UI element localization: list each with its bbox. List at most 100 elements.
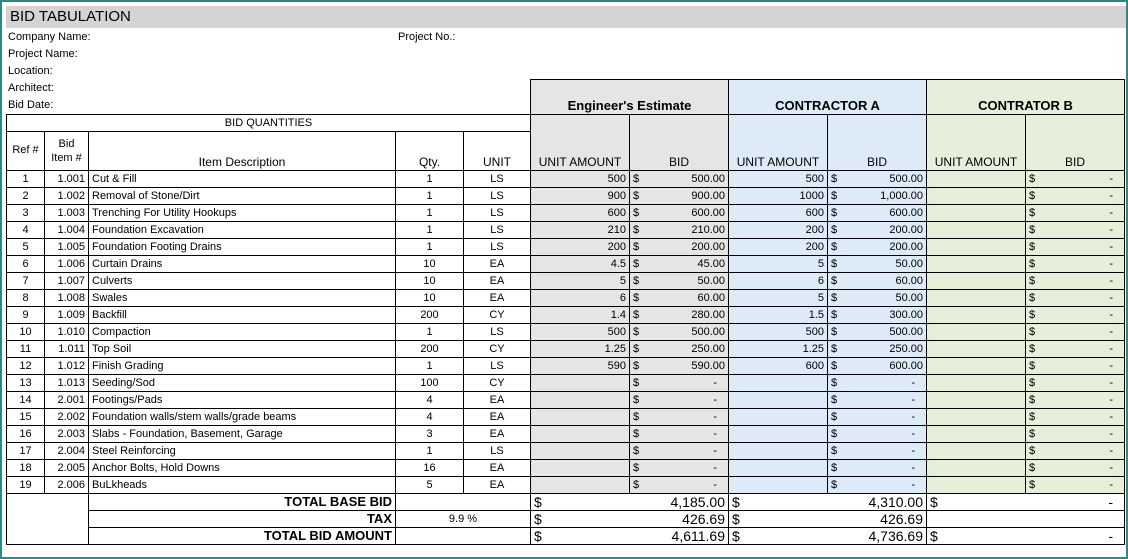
contractor-a-total-bid-amount: 4,736.69 <box>868 527 924 544</box>
contractor-b-unit-amount-cell <box>926 424 1026 443</box>
bid-item-cell: 2.004 <box>44 441 89 460</box>
bid-item-cell: 1.004 <box>44 220 89 239</box>
bid-value: - <box>1109 410 1113 423</box>
currency-symbol: $ <box>633 376 640 389</box>
contractor-b-bid-cell: $ - <box>1025 203 1125 222</box>
engineer-unit-amount-cell: 590 <box>530 356 630 375</box>
bid-value: - <box>1109 444 1113 457</box>
bid-item-cell: 2.005 <box>44 458 89 477</box>
currency-symbol: $ <box>1029 478 1036 491</box>
unit-cell: EA <box>463 475 531 494</box>
engineer-bid-cell: $280.00 <box>629 305 729 324</box>
contractor-a-header: CONTRACTOR A <box>728 79 927 115</box>
bid-quantities-header: BID QUANTITIES <box>6 113 531 132</box>
currency-symbol: $ <box>633 240 640 253</box>
contractor-b-bid-cell: $ - <box>1025 458 1125 477</box>
contractor-b-unit-amount-cell <box>926 322 1026 341</box>
contractor-b-unit-amount-cell <box>926 458 1026 477</box>
contractor-b-unit-amount-cell <box>926 203 1026 222</box>
bid-item-cell: 2.001 <box>44 390 89 409</box>
bid-value: 210.00 <box>691 223 725 236</box>
currency-symbol: $ <box>633 308 640 321</box>
bid-value: - <box>911 478 915 491</box>
bid-value: - <box>1109 461 1113 474</box>
engineer-unit-amount-cell: 200 <box>530 237 630 256</box>
currency-symbol: $ <box>633 410 640 423</box>
contractor-a-unit-amount-cell: 600 <box>728 203 828 222</box>
contractor-a-bid-cell: $ - <box>827 475 927 494</box>
bid-value: - <box>1109 308 1113 321</box>
currency-symbol: $ <box>831 308 838 321</box>
contractor-b-header: CONTRATOR B <box>926 79 1125 115</box>
unit-cell: EA <box>463 424 531 443</box>
bid-value: - <box>713 427 717 440</box>
bid-value: - <box>713 376 717 389</box>
qty-header: Qty. <box>395 130 464 171</box>
table-row: 10 1.010 Compaction 1 LS 500 $500.00 500 $500.00… <box>6 322 1125 341</box>
unit-cell: CY <box>463 373 531 392</box>
currency-symbol: $ <box>1029 189 1036 202</box>
item-description-cell: Compaction <box>88 322 396 341</box>
contractor-b-unit-amount-cell <box>926 186 1026 205</box>
bid-item-cell: 1.011 <box>44 339 89 358</box>
engineer-base-currency: $ <box>534 493 542 510</box>
bid-value: 250.00 <box>889 342 923 355</box>
engineer-bid-cell: $500.00 <box>629 169 729 188</box>
bid-item-cell: 1.002 <box>44 186 89 205</box>
ref-cell: 8 <box>6 288 45 307</box>
table-row: 19 2.006 BuLkheads 5 EA $ - $ - $ - <box>6 475 1125 494</box>
bid-item-cell: 2.003 <box>44 424 89 443</box>
contractor-b-bid-cell: $ - <box>1025 390 1125 409</box>
unit-cell: CY <box>463 339 531 358</box>
ref-cell: 1 <box>6 169 45 188</box>
engineer-bid-cell: $ - <box>629 458 729 477</box>
qty-cell: 1 <box>395 237 464 256</box>
bid-item-cell: 1.009 <box>44 305 89 324</box>
currency-symbol: $ <box>1029 427 1036 440</box>
bid-value: - <box>1109 189 1113 202</box>
engineer-unit-amount-cell: 900 <box>530 186 630 205</box>
contractor-b-bid-cell: $ - <box>1025 407 1125 426</box>
bid-value: - <box>1109 342 1113 355</box>
qty-cell: 1 <box>395 220 464 239</box>
unit-cell: EA <box>463 458 531 477</box>
bid-value: 590.00 <box>691 359 725 372</box>
bid-value: - <box>713 478 717 491</box>
contractor-a-unit-amount-cell: 5 <box>728 254 828 273</box>
currency-symbol: $ <box>1029 240 1036 253</box>
bid-value: - <box>911 393 915 406</box>
currency-symbol: $ <box>633 359 640 372</box>
bid-value: 45.00 <box>697 257 725 270</box>
bid-item-cell: 1.001 <box>44 169 89 188</box>
currency-symbol: $ <box>1029 308 1036 321</box>
contractor-a-bid-cell: $1,000.00 <box>827 186 927 205</box>
engineer-bid-cell: $590.00 <box>629 356 729 375</box>
engineer-unit-amount-cell <box>530 458 630 477</box>
bid-value: 900.00 <box>691 189 725 202</box>
bid-value: 250.00 <box>691 342 725 355</box>
contractor-b-total-currency: $ <box>930 527 938 544</box>
bid-value: 200.00 <box>889 240 923 253</box>
currency-symbol: $ <box>831 206 838 219</box>
contractor-a-tax: 426.69 <box>880 510 923 527</box>
item-description-header: Item Description <box>88 130 396 171</box>
bid-item-cell: 1.005 <box>44 237 89 256</box>
bid-value: 500.00 <box>889 325 923 338</box>
contractor-a-bid-cell: $600.00 <box>827 203 927 222</box>
contractor-a-total-currency: $ <box>732 527 740 544</box>
unit-cell: EA <box>463 254 531 273</box>
contractor-a-bid-cell: $500.00 <box>827 322 927 341</box>
bid-value: 600.00 <box>889 359 923 372</box>
engineer-unit-amount-cell <box>530 475 630 494</box>
engineer-unit-amount-cell: 1.4 <box>530 305 630 324</box>
tax-rate: 9.9 % <box>395 509 531 528</box>
currency-symbol: $ <box>1029 257 1036 270</box>
unit-cell: EA <box>463 288 531 307</box>
table-row: 15 2.002 Foundation walls/stem walls/grade… <box>6 407 1125 426</box>
contractor-a-bid-cell: $50.00 <box>827 254 927 273</box>
bid-table: Engineer's Estimate CONTRACTOR A CONTRAT… <box>6 79 1125 545</box>
qty-cell: 1 <box>395 186 464 205</box>
contractor-b-total-bid-amount: - <box>1108 527 1113 544</box>
bid-value: 500.00 <box>691 325 725 338</box>
tax-label: TAX <box>88 509 396 528</box>
